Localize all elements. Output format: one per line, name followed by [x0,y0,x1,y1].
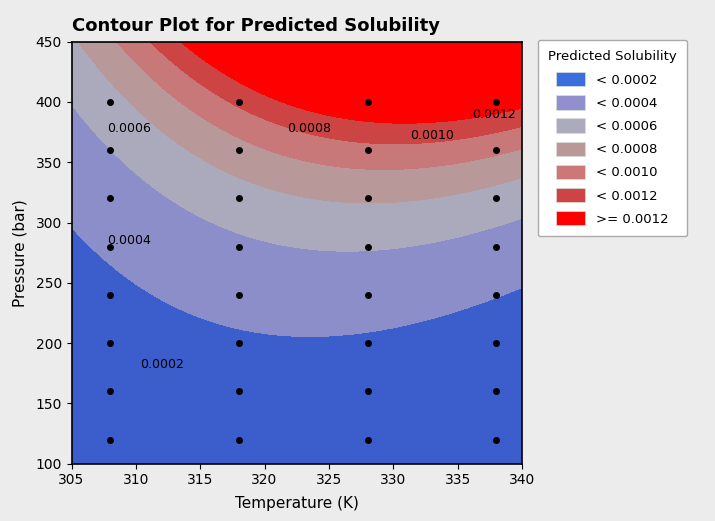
Point [104,436,116,444]
Point [362,436,373,444]
Point [233,98,245,106]
Point [104,194,116,203]
Point [362,146,373,154]
Point [104,291,116,299]
Legend: < 0.0002, < 0.0004, < 0.0006, < 0.0008, < 0.0010, < 0.0012, >= 0.0012: < 0.0002, < 0.0004, < 0.0006, < 0.0008, … [538,40,687,236]
Point [233,387,245,395]
Point [362,291,373,299]
Point [362,98,373,106]
Point [490,291,502,299]
Point [104,387,116,395]
Text: 0.0004: 0.0004 [107,234,152,247]
Text: 0.0008: 0.0008 [287,122,332,135]
Point [233,146,245,154]
Point [233,194,245,203]
Point [490,98,502,106]
X-axis label: Temperature (K): Temperature (K) [235,496,359,511]
Text: 0.0006: 0.0006 [107,122,152,135]
Point [490,194,502,203]
Point [362,339,373,348]
Point [490,146,502,154]
Point [104,98,116,106]
Text: Contour Plot for Predicted Solubility: Contour Plot for Predicted Solubility [72,17,440,34]
Text: 0.0012: 0.0012 [472,107,516,120]
Point [233,436,245,444]
Text: 0.0010: 0.0010 [410,129,454,142]
Point [362,242,373,251]
Point [490,436,502,444]
Point [104,146,116,154]
Point [233,291,245,299]
Point [104,339,116,348]
Text: 0.0002: 0.0002 [139,358,184,371]
Point [233,339,245,348]
Point [490,242,502,251]
Y-axis label: Pressure (bar): Pressure (bar) [12,199,27,306]
Point [490,339,502,348]
Point [362,387,373,395]
Point [490,387,502,395]
Point [104,242,116,251]
Point [362,194,373,203]
Point [233,242,245,251]
